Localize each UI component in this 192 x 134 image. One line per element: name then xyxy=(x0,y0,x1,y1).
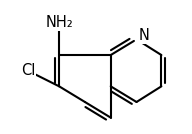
Text: NH₂: NH₂ xyxy=(45,15,73,30)
Text: N: N xyxy=(138,28,149,43)
Text: Cl: Cl xyxy=(21,63,35,78)
